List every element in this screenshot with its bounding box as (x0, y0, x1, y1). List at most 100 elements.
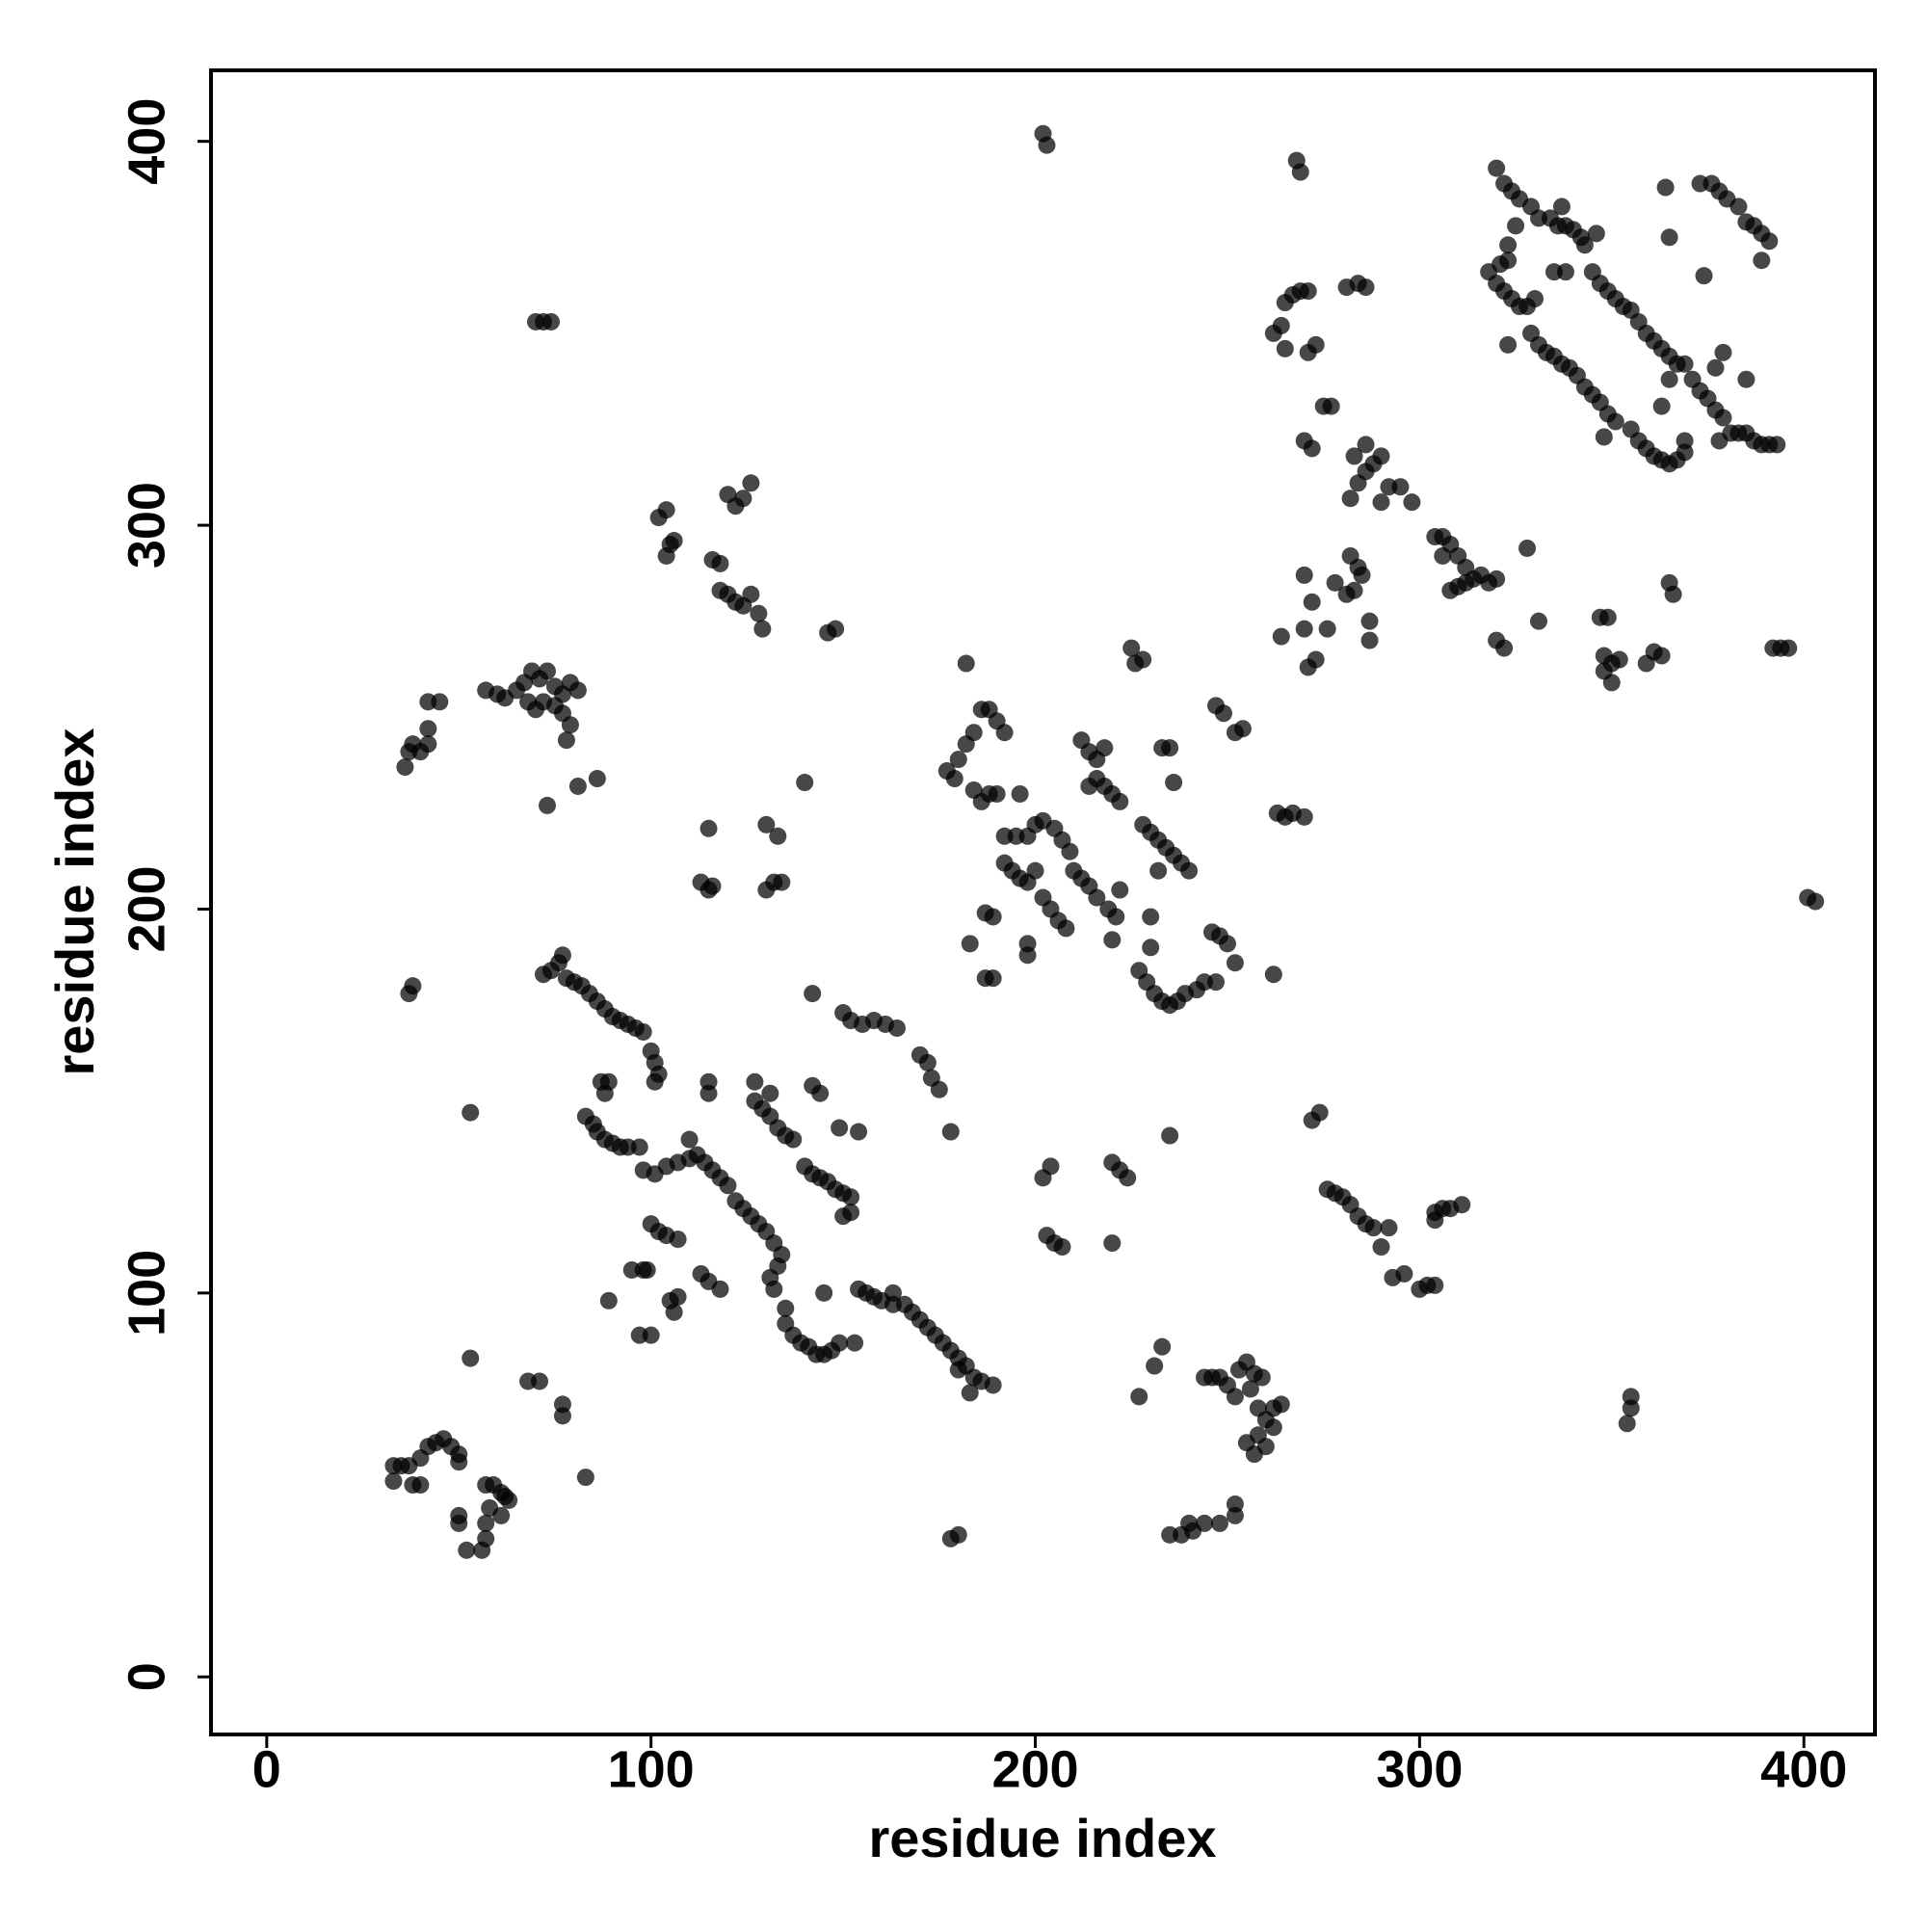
point (984, 1376, 1002, 1394)
point (1360, 612, 1379, 630)
point (1103, 1234, 1122, 1253)
point (945, 770, 964, 788)
point (1310, 1103, 1329, 1122)
point (811, 1084, 830, 1102)
point (1360, 631, 1379, 649)
point (568, 681, 587, 700)
point (419, 735, 437, 754)
point (1103, 931, 1122, 949)
point (477, 1514, 495, 1532)
y-axis-label: residue index (44, 728, 105, 1075)
point (1622, 1388, 1640, 1406)
point (1691, 174, 1709, 193)
x-axis-label: residue index (868, 1808, 1216, 1868)
point (949, 1361, 967, 1379)
point (646, 1072, 664, 1091)
point (842, 1188, 860, 1206)
point (1134, 650, 1152, 669)
point (1780, 639, 1798, 657)
point (1526, 290, 1544, 308)
point (1119, 1169, 1137, 1187)
point (1264, 1418, 1282, 1437)
point (561, 716, 579, 734)
point (1061, 842, 1079, 860)
point (1253, 1368, 1271, 1387)
point (1299, 658, 1317, 676)
point (1660, 228, 1678, 247)
point (1556, 263, 1574, 281)
point (419, 720, 437, 738)
point (1011, 784, 1029, 803)
point (1299, 282, 1317, 301)
point (680, 1130, 699, 1149)
point (887, 1019, 906, 1037)
point (1038, 136, 1056, 154)
point (541, 312, 560, 331)
point (1180, 1514, 1199, 1532)
point (796, 774, 814, 792)
point (1322, 397, 1340, 415)
point (918, 1053, 937, 1072)
point (1295, 620, 1313, 638)
point (1426, 1276, 1444, 1294)
point (1714, 409, 1732, 427)
point (1276, 339, 1294, 357)
point (576, 1469, 594, 1487)
point (1095, 739, 1114, 757)
point (1807, 892, 1825, 911)
point (1146, 1357, 1164, 1375)
point (742, 474, 760, 492)
point (949, 1525, 967, 1544)
point (1153, 1337, 1172, 1356)
point (1226, 954, 1244, 972)
point (1372, 493, 1390, 512)
point (1264, 966, 1282, 984)
point (777, 1299, 795, 1317)
point (746, 1072, 764, 1091)
point (1303, 593, 1321, 611)
point (1364, 1219, 1383, 1237)
point (642, 1326, 660, 1344)
point (1753, 251, 1771, 270)
point (1595, 662, 1613, 680)
point (1768, 436, 1786, 454)
point (1518, 539, 1537, 557)
point (1291, 163, 1309, 181)
point (1737, 370, 1755, 388)
point (804, 985, 822, 1003)
point (1142, 908, 1160, 926)
point (538, 662, 556, 680)
point (1660, 370, 1678, 388)
point (411, 1476, 430, 1495)
point (753, 620, 772, 638)
point (1345, 581, 1363, 599)
point (531, 1372, 549, 1390)
point (750, 604, 768, 622)
point (1018, 935, 1037, 953)
point (519, 693, 538, 711)
point (458, 1541, 476, 1559)
point (1499, 251, 1518, 270)
point (1380, 1219, 1398, 1237)
point (1434, 546, 1452, 565)
point (1357, 278, 1375, 297)
point (1088, 888, 1106, 907)
point (1499, 236, 1518, 254)
point (1272, 1395, 1290, 1414)
point (1233, 720, 1252, 738)
point (553, 1407, 571, 1425)
point (815, 1284, 833, 1302)
point (734, 490, 752, 508)
point (1610, 650, 1628, 669)
point (431, 693, 449, 711)
point (1161, 739, 1179, 757)
point (1495, 639, 1514, 657)
point (700, 1084, 718, 1102)
point (450, 1453, 468, 1471)
point (1165, 774, 1183, 792)
point (450, 1514, 468, 1532)
y-tick-label: 200 (118, 865, 175, 952)
point (1111, 881, 1129, 899)
point (669, 1231, 687, 1249)
